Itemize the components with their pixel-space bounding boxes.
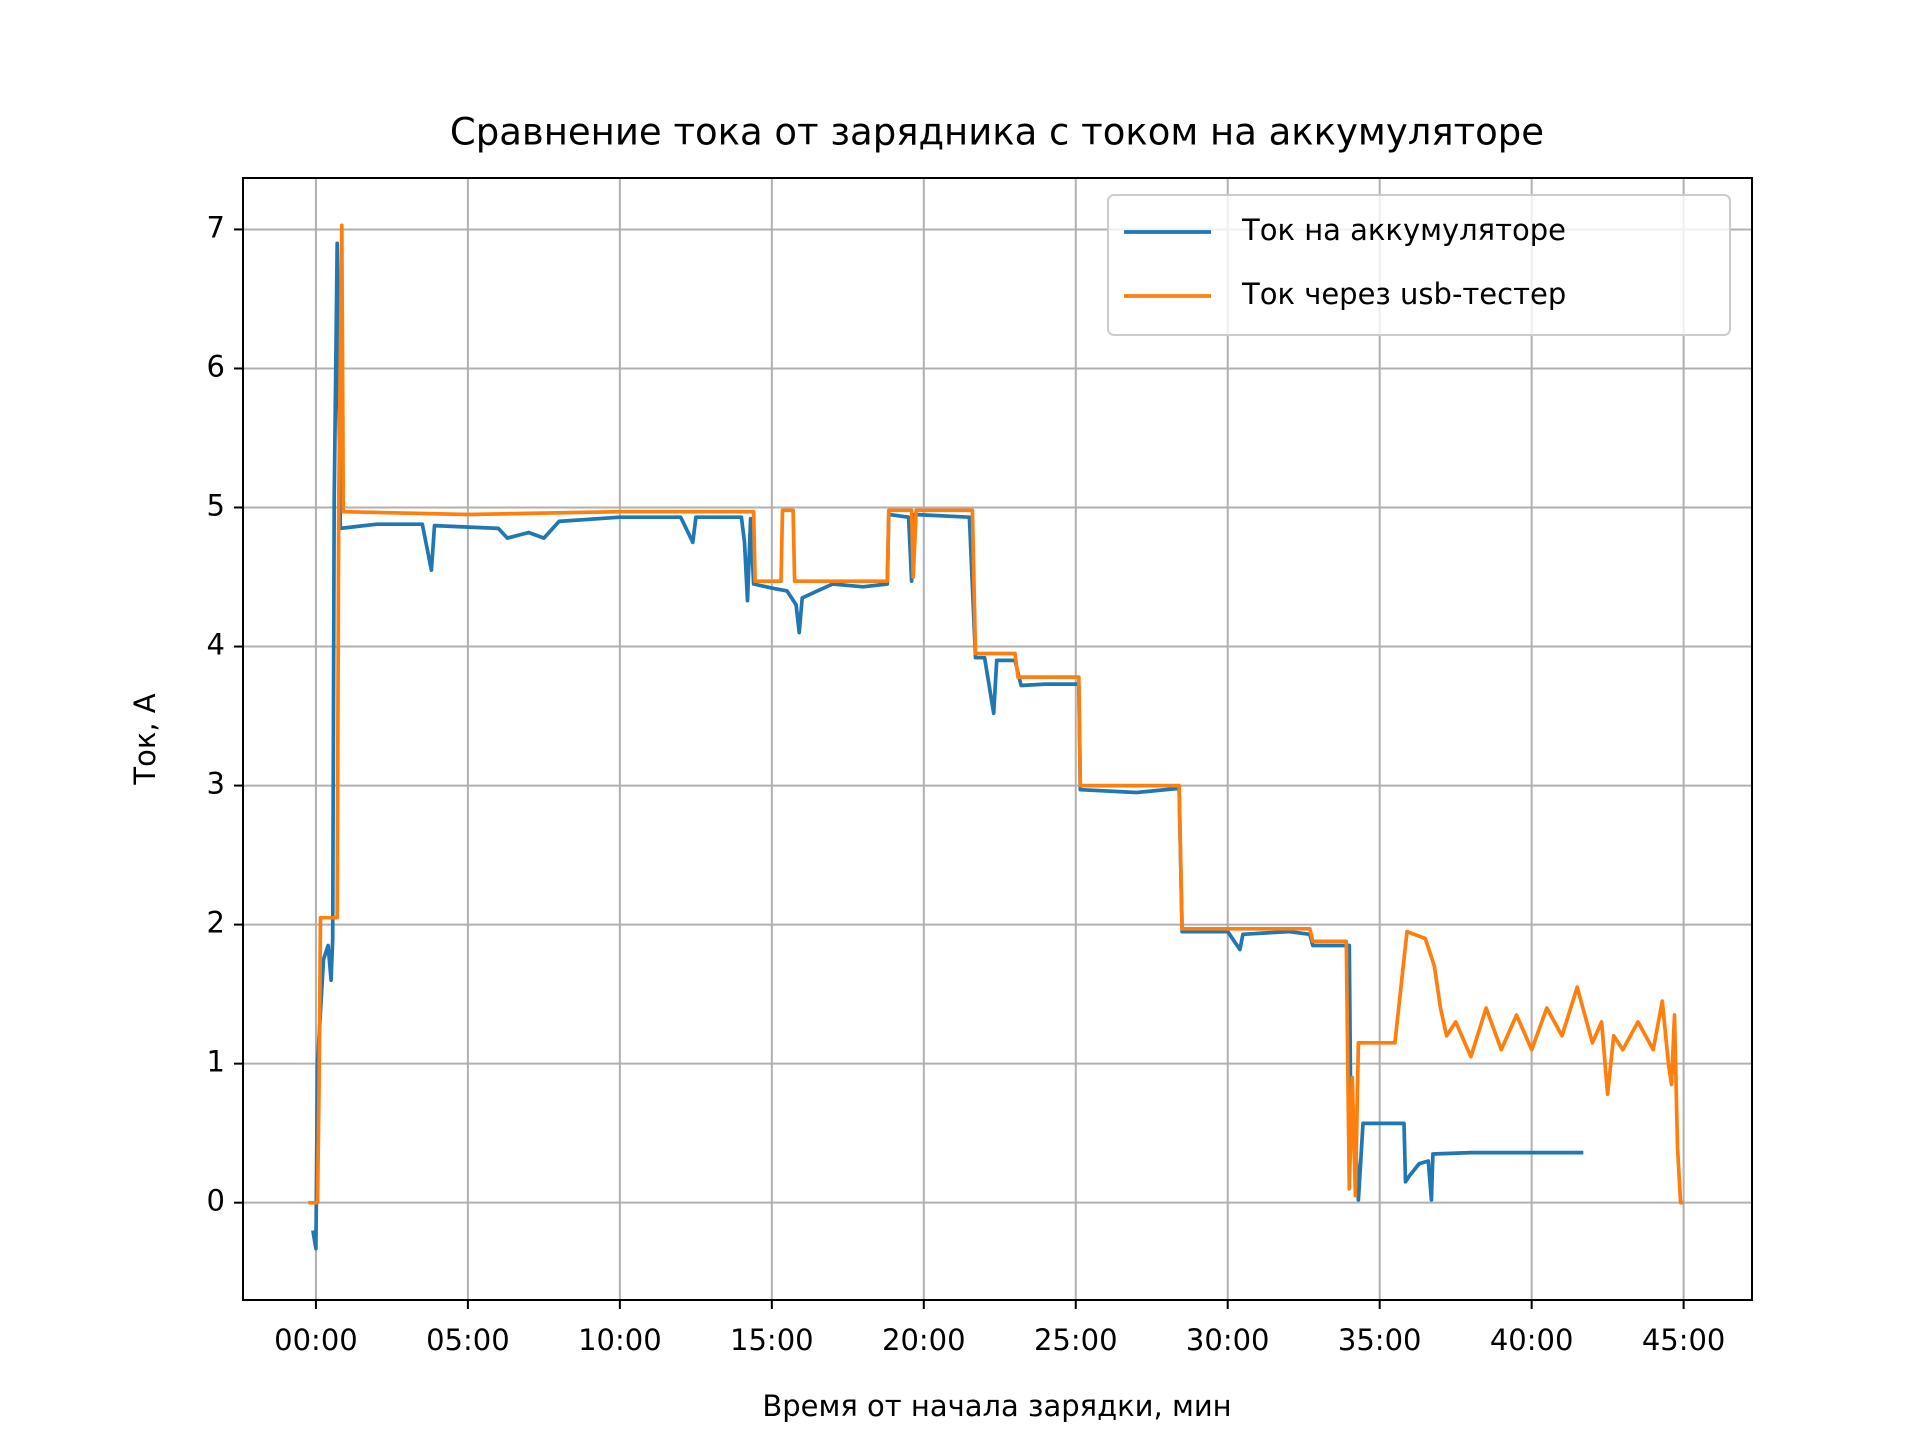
data-line [308, 223, 1684, 1205]
legend-label: Ток через usb-тестер [1241, 277, 1566, 311]
x-tick-label: 10:00 [578, 1323, 662, 1357]
x-tick-label: 45:00 [1642, 1323, 1726, 1357]
x-tick-label: 20:00 [882, 1323, 966, 1357]
legend-label: Ток на аккумуляторе [1241, 213, 1566, 247]
x-axis-label: Время от начала зарядки, мин [762, 1389, 1231, 1423]
chart-title: Сравнение тока от зарядника с током на а… [450, 111, 1544, 154]
x-tick-label: 30:00 [1186, 1323, 1270, 1357]
y-tick-label: 4 [207, 628, 225, 662]
x-tick-label: 05:00 [426, 1323, 510, 1357]
y-tick-label: 7 [207, 210, 225, 244]
x-tick-label: 25:00 [1034, 1323, 1118, 1357]
y-tick-label: 0 [207, 1184, 225, 1218]
y-axis-label: Ток, А [128, 693, 162, 785]
x-tick-label: 35:00 [1338, 1323, 1422, 1357]
x-tick-label: 00:00 [274, 1323, 358, 1357]
y-tick-label: 1 [207, 1045, 225, 1079]
plot-frame [242, 177, 1753, 1301]
y-tick-label: 2 [207, 906, 225, 940]
legend-box [1107, 194, 1731, 336]
y-tick-label: 3 [207, 767, 225, 801]
x-tick-label: 40:00 [1490, 1323, 1574, 1357]
y-tick-label: 5 [207, 489, 225, 523]
x-tick-label: 15:00 [730, 1323, 814, 1357]
y-tick-label: 6 [207, 349, 225, 383]
